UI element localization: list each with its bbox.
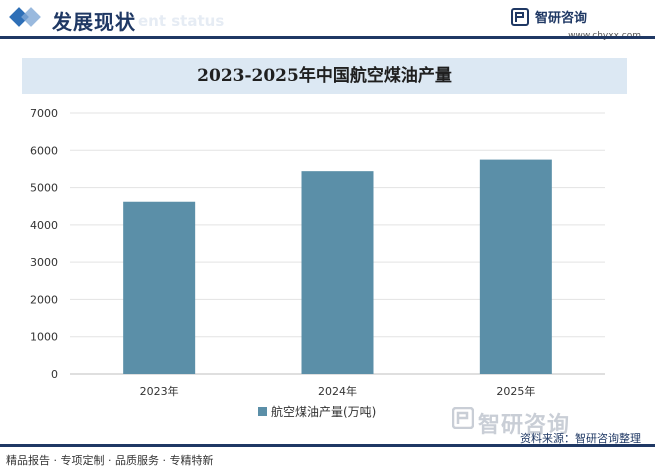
x-tick-label: 2023年 [140, 384, 179, 398]
y-tick-label: 5000 [30, 182, 58, 195]
x-tick-label: 2024年 [318, 384, 357, 398]
header-divider [0, 36, 655, 39]
legend-label: 航空煤油产量(万吨) [271, 404, 376, 419]
page-title: 发展现状 [52, 10, 136, 34]
y-tick-labels: 0 1000 2000 3000 4000 5000 6000 7000 [30, 107, 58, 381]
legend: 航空煤油产量(万吨) [258, 404, 376, 419]
legend-swatch [258, 407, 267, 416]
bar [123, 201, 196, 374]
y-tick-label: 3000 [30, 256, 58, 269]
footer: 精品报告 · 专项定制 · 品质服务 · 专精特新 [0, 444, 655, 470]
bar [301, 171, 374, 374]
footer-text: 精品报告 · 专项定制 · 品质服务 · 专精特新 [6, 454, 214, 467]
brand-logo-icon [511, 8, 529, 26]
bar-chart: 0 1000 2000 3000 4000 5000 6000 7000 2023年 2024年… [30, 107, 605, 419]
y-tick-label: 1000 [30, 331, 58, 344]
brand-name: 智研咨询 [535, 11, 588, 26]
watermark-brand: 智研咨询 [478, 413, 571, 438]
chart-title-band: 2023-2025年中国航空煤油产量 [22, 58, 627, 94]
y-tick-label: 0 [51, 368, 58, 381]
x-tick-labels: 2023年 2024年 2025年 [140, 384, 536, 398]
y-tick-label: 4000 [30, 219, 58, 232]
y-tick-label: 6000 [30, 144, 58, 157]
header-ghost-subtitle: ent status [138, 12, 225, 30]
y-tick-label: 2000 [30, 293, 58, 306]
watermark-logo-icon [452, 407, 474, 429]
y-tick-label: 7000 [30, 107, 58, 120]
bar [479, 159, 552, 374]
chart-title: 2023-2025年中国航空煤油产量 [197, 66, 452, 86]
source-note: 资料来源：智研咨询整理 [520, 432, 641, 445]
footer-divider [0, 444, 655, 447]
header: ent status 发展现状 智研咨询 www.chyxx.com [0, 0, 655, 41]
x-tick-label: 2025年 [496, 384, 535, 398]
bars [123, 159, 552, 374]
